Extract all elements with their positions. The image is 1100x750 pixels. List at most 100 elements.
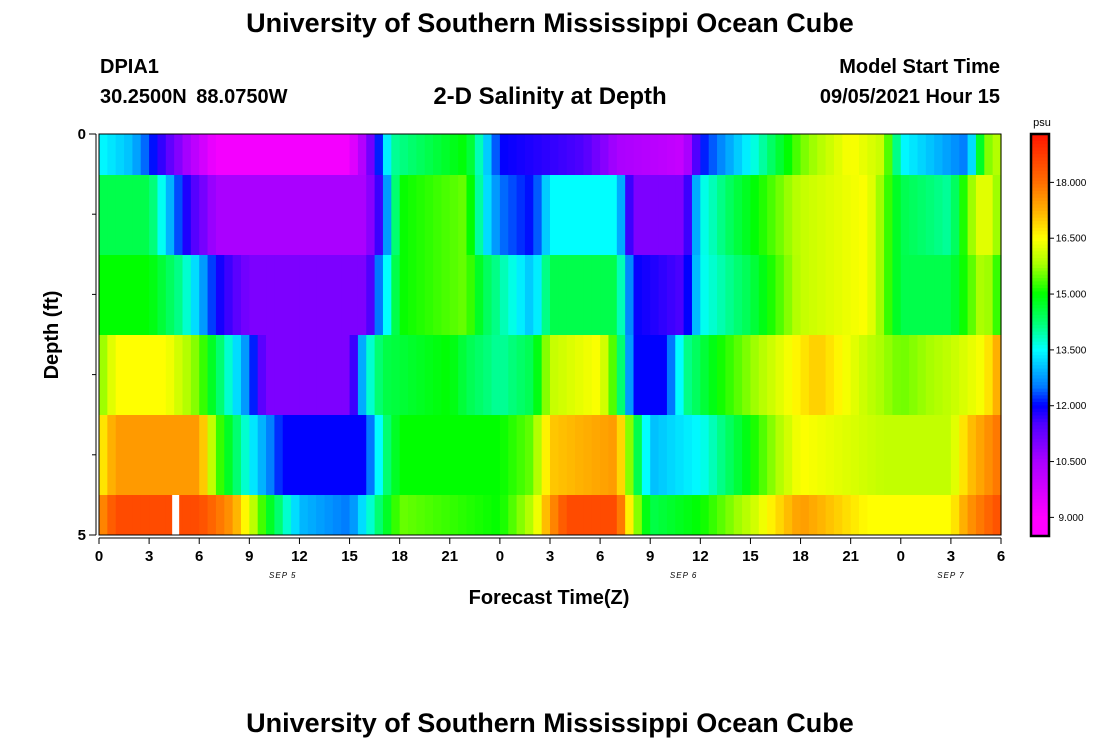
heatmap-cell xyxy=(633,134,643,175)
heatmap-cell xyxy=(650,255,660,335)
heatmap-cell xyxy=(182,255,192,335)
colorbar-segment xyxy=(1031,221,1049,225)
heatmap-cell xyxy=(474,255,484,335)
heatmap-cell xyxy=(458,134,468,175)
heatmap-cell xyxy=(550,175,559,255)
heatmap-cell xyxy=(458,335,468,415)
heatmap-cell xyxy=(992,415,1002,495)
heatmap-cell xyxy=(550,134,559,175)
heatmap-cell xyxy=(399,134,409,175)
colorbar-segment xyxy=(1031,398,1049,403)
model-start-label: Model Start Time xyxy=(839,56,1000,78)
heatmap-cell xyxy=(758,134,768,175)
colorbar-segment xyxy=(1031,278,1049,282)
x-tick-label: 0 xyxy=(95,548,103,565)
heatmap-cell xyxy=(591,175,601,255)
heatmap-cell xyxy=(424,495,434,535)
heatmap-cell xyxy=(341,175,351,255)
heatmap-cell xyxy=(842,175,852,255)
heatmap-cell xyxy=(257,134,267,175)
heatmap-cell xyxy=(959,255,969,335)
heatmap-cell xyxy=(600,415,610,495)
colorbar-segment xyxy=(1031,381,1049,386)
heatmap-cell xyxy=(524,255,534,335)
heatmap-cell xyxy=(742,415,752,495)
colorbar-segment xyxy=(1031,499,1049,503)
heatmap-cell xyxy=(449,415,459,495)
heatmap-cell xyxy=(675,134,685,175)
heatmap-cell xyxy=(491,415,501,495)
heatmap-cell xyxy=(140,415,150,495)
heatmap-cell xyxy=(132,134,142,175)
heatmap-cell xyxy=(934,335,944,415)
heatmap-cell xyxy=(658,495,668,535)
heatmap-cell xyxy=(282,415,292,495)
heatmap-cell xyxy=(608,335,618,415)
heatmap-cell xyxy=(825,495,835,535)
heatmap-cell xyxy=(758,175,768,255)
heatmap-cell xyxy=(357,335,367,415)
heatmap-cell xyxy=(650,175,660,255)
heatmap-cell xyxy=(257,495,267,535)
heatmap-cell xyxy=(441,495,451,535)
colorbar-tick-label: 13.500 xyxy=(1056,345,1087,356)
heatmap-cell xyxy=(650,415,660,495)
colorbar-segment xyxy=(1031,311,1049,316)
heatmap-cell xyxy=(249,134,259,175)
colorbar-segment xyxy=(1031,509,1049,514)
heatmap-cell xyxy=(641,335,651,415)
heatmap-cell xyxy=(591,255,601,335)
heatmap-cell xyxy=(282,134,292,175)
station-id: DPIA1 xyxy=(100,56,159,78)
heatmap-cell xyxy=(984,495,994,535)
colorbar-segment xyxy=(1031,358,1049,363)
heatmap-cell xyxy=(800,255,810,335)
heatmap-cell xyxy=(733,134,743,175)
heatmap-cell xyxy=(767,495,777,535)
heatmap-cell xyxy=(316,495,326,535)
heatmap-cell xyxy=(967,415,977,495)
heatmap-cell xyxy=(859,255,868,335)
heatmap-cell xyxy=(616,255,626,335)
heatmap-cell xyxy=(99,415,108,495)
heatmap-cell xyxy=(833,175,843,255)
heatmap-cell xyxy=(708,495,718,535)
heatmap-cell xyxy=(249,495,259,535)
heatmap-cell xyxy=(700,415,710,495)
heatmap-cell xyxy=(508,255,518,335)
heatmap-cell xyxy=(449,134,459,175)
heatmap-cell xyxy=(332,415,342,495)
heatmap-cell xyxy=(224,175,234,255)
colorbar-segment xyxy=(1031,479,1049,483)
heatmap-cell xyxy=(575,495,585,535)
heatmap-cell xyxy=(717,255,726,335)
axes: 0 3 6 9 12 15 18 21 0 3 6 9 12 15 18 21 0 3 6 SEP 5 SEP 6 SEP… xyxy=(78,126,1006,580)
heatmap-cell xyxy=(742,335,752,415)
heatmap-cell xyxy=(675,175,685,255)
heatmap-cell xyxy=(240,175,250,255)
heatmap-cell xyxy=(817,175,827,255)
heatmap-cell xyxy=(132,335,142,415)
heatmap-cell xyxy=(616,335,626,415)
colorbar-segment xyxy=(1031,144,1049,148)
heatmap-cell xyxy=(725,495,735,535)
heatmap-cell xyxy=(374,134,384,175)
heatmap-cell xyxy=(474,335,484,415)
heatmap-cell xyxy=(959,415,969,495)
heatmap-cell xyxy=(299,495,309,535)
colorbar-segment xyxy=(1031,211,1049,215)
heatmap-cell xyxy=(441,415,451,495)
heatmap-cell xyxy=(608,415,618,495)
heatmap-cell xyxy=(984,255,994,335)
heatmap-cell xyxy=(817,134,827,175)
colorbar-segment xyxy=(1031,328,1049,333)
heatmap-cell xyxy=(508,134,518,175)
heatmap-cell xyxy=(942,134,952,175)
heatmap-cell xyxy=(140,175,150,255)
heatmap-cell xyxy=(299,255,309,335)
heatmap-cell xyxy=(149,495,159,535)
heatmap-cell xyxy=(366,495,376,535)
heatmap-cell xyxy=(733,335,743,415)
colorbar-segment xyxy=(1031,515,1049,520)
heatmap-cell xyxy=(750,335,760,415)
